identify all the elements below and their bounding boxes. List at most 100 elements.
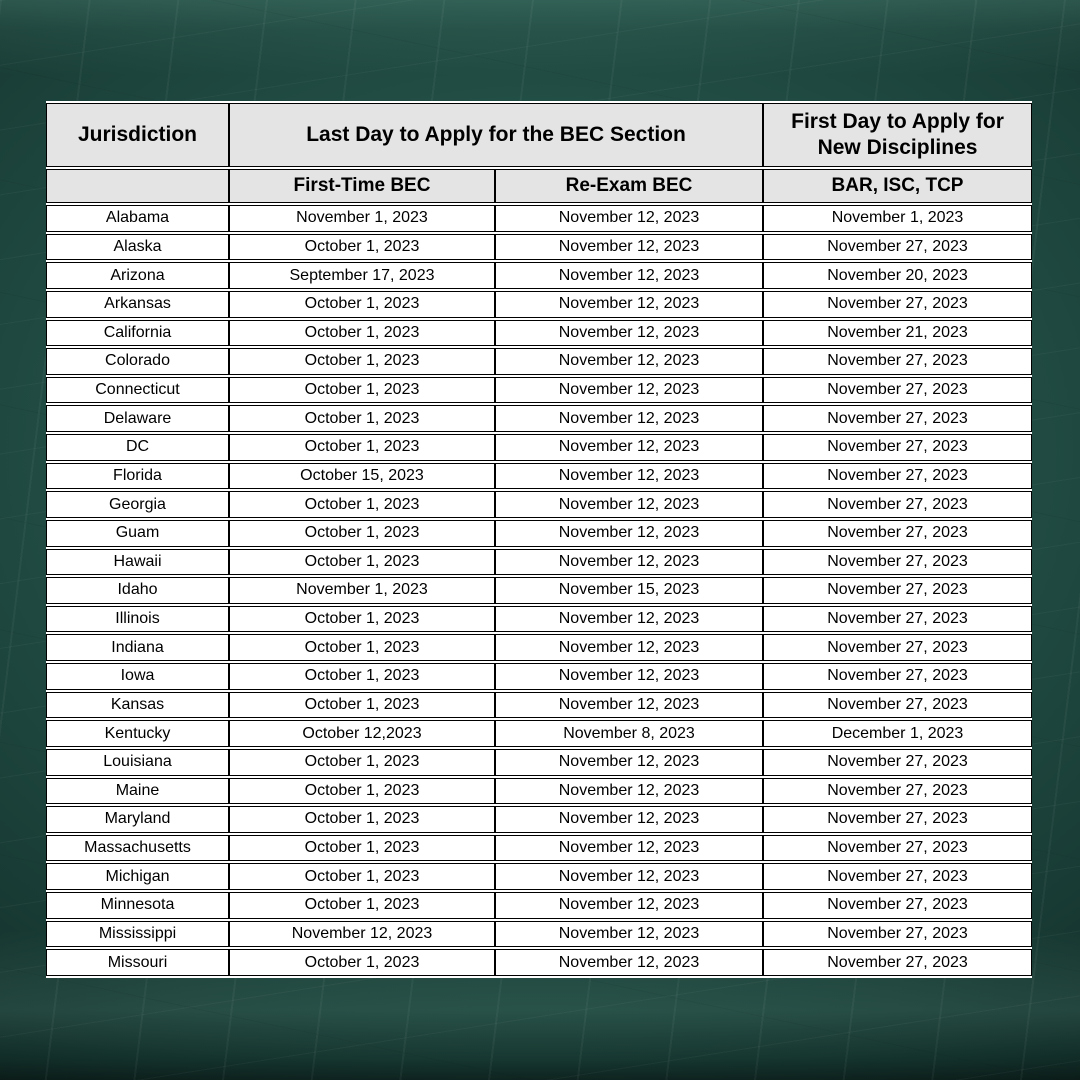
jurisdiction-cell: DC <box>46 434 229 461</box>
new-disciplines-cell: November 27, 2023 <box>763 434 1033 461</box>
header-row: Jurisdiction Last Day to Apply for the B… <box>46 103 1033 167</box>
first-time-bec-cell: October 1, 2023 <box>229 548 495 576</box>
table-row: Louisiana October 1, 2023 November 12, 202… <box>46 748 1033 776</box>
jurisdiction-cell: Hawaii <box>46 548 229 576</box>
new-disciplines-cell: November 27, 2023 <box>763 920 1033 948</box>
table-row: Missouri October 1, 2023 November 12, 2023… <box>46 949 1033 976</box>
table-row: Kansas October 1, 2023 November 12, 2023 No… <box>46 691 1033 719</box>
table-row: California October 1, 2023 November 12, 20… <box>46 319 1033 347</box>
jurisdiction-cell: Alabama <box>46 205 229 232</box>
first-time-bec-cell: October 1, 2023 <box>229 348 495 375</box>
jurisdiction-cell: Connecticut <box>46 376 229 404</box>
table-row: Arizona September 17, 2023 November 12, 20… <box>46 262 1033 289</box>
jurisdiction-cell: Minnesota <box>46 892 229 919</box>
re-exam-bec-cell: November 12, 2023 <box>495 920 764 948</box>
re-exam-bec-cell: November 12, 2023 <box>495 405 764 432</box>
table-row: Minnesota October 1, 2023 November 12, 202… <box>46 892 1033 919</box>
table-row: Georgia October 1, 2023 November 12, 2023 N… <box>46 491 1033 518</box>
new-disciplines-cell: November 27, 2023 <box>763 519 1033 547</box>
jurisdiction-cell: Iowa <box>46 663 229 690</box>
table-header: Jurisdiction Last Day to Apply for the B… <box>46 103 1033 203</box>
new-disciplines-cell: November 27, 2023 <box>763 691 1033 719</box>
new-disciplines-cell: November 27, 2023 <box>763 577 1033 604</box>
new-disciplines-cell: November 27, 2023 <box>763 462 1033 490</box>
table-row: Idaho November 1, 2023 November 15, 2023 No… <box>46 577 1033 604</box>
new-disciplines-cell: November 27, 2023 <box>763 233 1033 261</box>
first-time-bec-cell: October 1, 2023 <box>229 319 495 347</box>
re-exam-bec-cell: November 12, 2023 <box>495 290 764 318</box>
jurisdiction-cell: Alaska <box>46 233 229 261</box>
re-exam-bec-cell: November 12, 2023 <box>495 892 764 919</box>
first-time-bec-cell: November 1, 2023 <box>229 205 495 232</box>
jurisdiction-cell: Georgia <box>46 491 229 518</box>
first-time-bec-cell: October 1, 2023 <box>229 376 495 404</box>
first-time-bec-cell: October 1, 2023 <box>229 405 495 432</box>
re-exam-bec-cell: November 12, 2023 <box>495 634 764 661</box>
re-exam-bec-cell: November 12, 2023 <box>495 863 764 890</box>
new-disciplines-header-line1: First Day to Apply for <box>791 109 1004 133</box>
new-disciplines-cell: November 27, 2023 <box>763 548 1033 576</box>
new-disciplines-cell: November 20, 2023 <box>763 262 1033 289</box>
jurisdiction-cell: Delaware <box>46 405 229 432</box>
table-row: Delaware October 1, 2023 November 12, 2023… <box>46 405 1033 432</box>
jurisdiction-cell: Kentucky <box>46 720 229 747</box>
first-time-bec-cell: October 1, 2023 <box>229 491 495 518</box>
first-time-bec-cell: October 1, 2023 <box>229 777 495 805</box>
re-exam-bec-cell: November 12, 2023 <box>495 519 764 547</box>
new-disciplines-cell: November 27, 2023 <box>763 405 1033 432</box>
table-row: Guam October 1, 2023 November 12, 2023 Nove… <box>46 519 1033 547</box>
table-row: Michigan October 1, 2023 November 12, 2023… <box>46 863 1033 890</box>
jurisdiction-cell: Louisiana <box>46 748 229 776</box>
re-exam-bec-cell: November 12, 2023 <box>495 949 764 976</box>
jurisdiction-cell: Maine <box>46 777 229 805</box>
first-time-bec-cell: September 17, 2023 <box>229 262 495 289</box>
jurisdiction-subheader-empty <box>46 169 229 203</box>
cpa-deadlines-table: Jurisdiction Last Day to Apply for the B… <box>46 101 1033 978</box>
table-row: Maryland October 1, 2023 November 12, 2023… <box>46 806 1033 833</box>
table-row: Colorado October 1, 2023 November 12, 2023… <box>46 348 1033 375</box>
table-row: Mississippi November 12, 2023 November 12,… <box>46 920 1033 948</box>
new-disciplines-cell: November 27, 2023 <box>763 806 1033 833</box>
jurisdiction-cell: Colorado <box>46 348 229 375</box>
new-disciplines-cell: November 27, 2023 <box>763 663 1033 690</box>
re-exam-bec-cell: November 12, 2023 <box>495 319 764 347</box>
new-disciplines-column-header: First Day to Apply for New Disciplines <box>763 103 1033 167</box>
table-row: Kentucky October 12,2023 November 8, 2023 D… <box>46 720 1033 747</box>
first-time-bec-cell: October 1, 2023 <box>229 748 495 776</box>
re-exam-bec-cell: November 12, 2023 <box>495 777 764 805</box>
new-disciplines-cell: November 27, 2023 <box>763 376 1033 404</box>
new-disciplines-cell: November 27, 2023 <box>763 892 1033 919</box>
jurisdiction-cell: Arkansas <box>46 290 229 318</box>
table-row: Iowa October 1, 2023 November 12, 2023 Nove… <box>46 663 1033 690</box>
new-disciplines-cell: November 27, 2023 <box>763 777 1033 805</box>
jurisdiction-column-header: Jurisdiction <box>46 103 229 167</box>
re-exam-bec-subheader: Re-Exam BEC <box>495 169 764 203</box>
first-time-bec-cell: October 1, 2023 <box>229 634 495 661</box>
table-row: Illinois October 1, 2023 November 12, 2023… <box>46 605 1033 633</box>
table-row: Indiana October 1, 2023 November 12, 2023 N… <box>46 634 1033 661</box>
re-exam-bec-cell: November 12, 2023 <box>495 663 764 690</box>
jurisdiction-cell: Massachusetts <box>46 834 229 862</box>
jurisdiction-cell: Guam <box>46 519 229 547</box>
new-disciplines-cell: November 27, 2023 <box>763 634 1033 661</box>
first-time-bec-cell: October 1, 2023 <box>229 834 495 862</box>
re-exam-bec-cell: November 12, 2023 <box>495 233 764 261</box>
new-disciplines-cell: November 27, 2023 <box>763 491 1033 518</box>
re-exam-bec-cell: November 12, 2023 <box>495 462 764 490</box>
new-disciplines-cell: December 1, 2023 <box>763 720 1033 747</box>
bec-section-group-header: Last Day to Apply for the BEC Section <box>229 103 764 167</box>
table-row: DC October 1, 2023 November 12, 2023 Novemb… <box>46 434 1033 461</box>
new-disciplines-cell: November 1, 2023 <box>763 205 1033 232</box>
new-disciplines-cell: November 27, 2023 <box>763 949 1033 976</box>
jurisdiction-cell: Maryland <box>46 806 229 833</box>
first-time-bec-cell: October 1, 2023 <box>229 863 495 890</box>
re-exam-bec-cell: November 12, 2023 <box>495 834 764 862</box>
re-exam-bec-cell: November 8, 2023 <box>495 720 764 747</box>
subheader-row: First-Time BEC Re-Exam BEC BAR, ISC, TCP <box>46 169 1033 203</box>
re-exam-bec-cell: November 12, 2023 <box>495 806 764 833</box>
re-exam-bec-cell: November 12, 2023 <box>495 262 764 289</box>
table-row: Florida October 15, 2023 November 12, 2023… <box>46 462 1033 490</box>
re-exam-bec-cell: November 12, 2023 <box>495 348 764 375</box>
table-row: Hawaii October 1, 2023 November 12, 2023 No… <box>46 548 1033 576</box>
first-time-bec-cell: October 1, 2023 <box>229 290 495 318</box>
